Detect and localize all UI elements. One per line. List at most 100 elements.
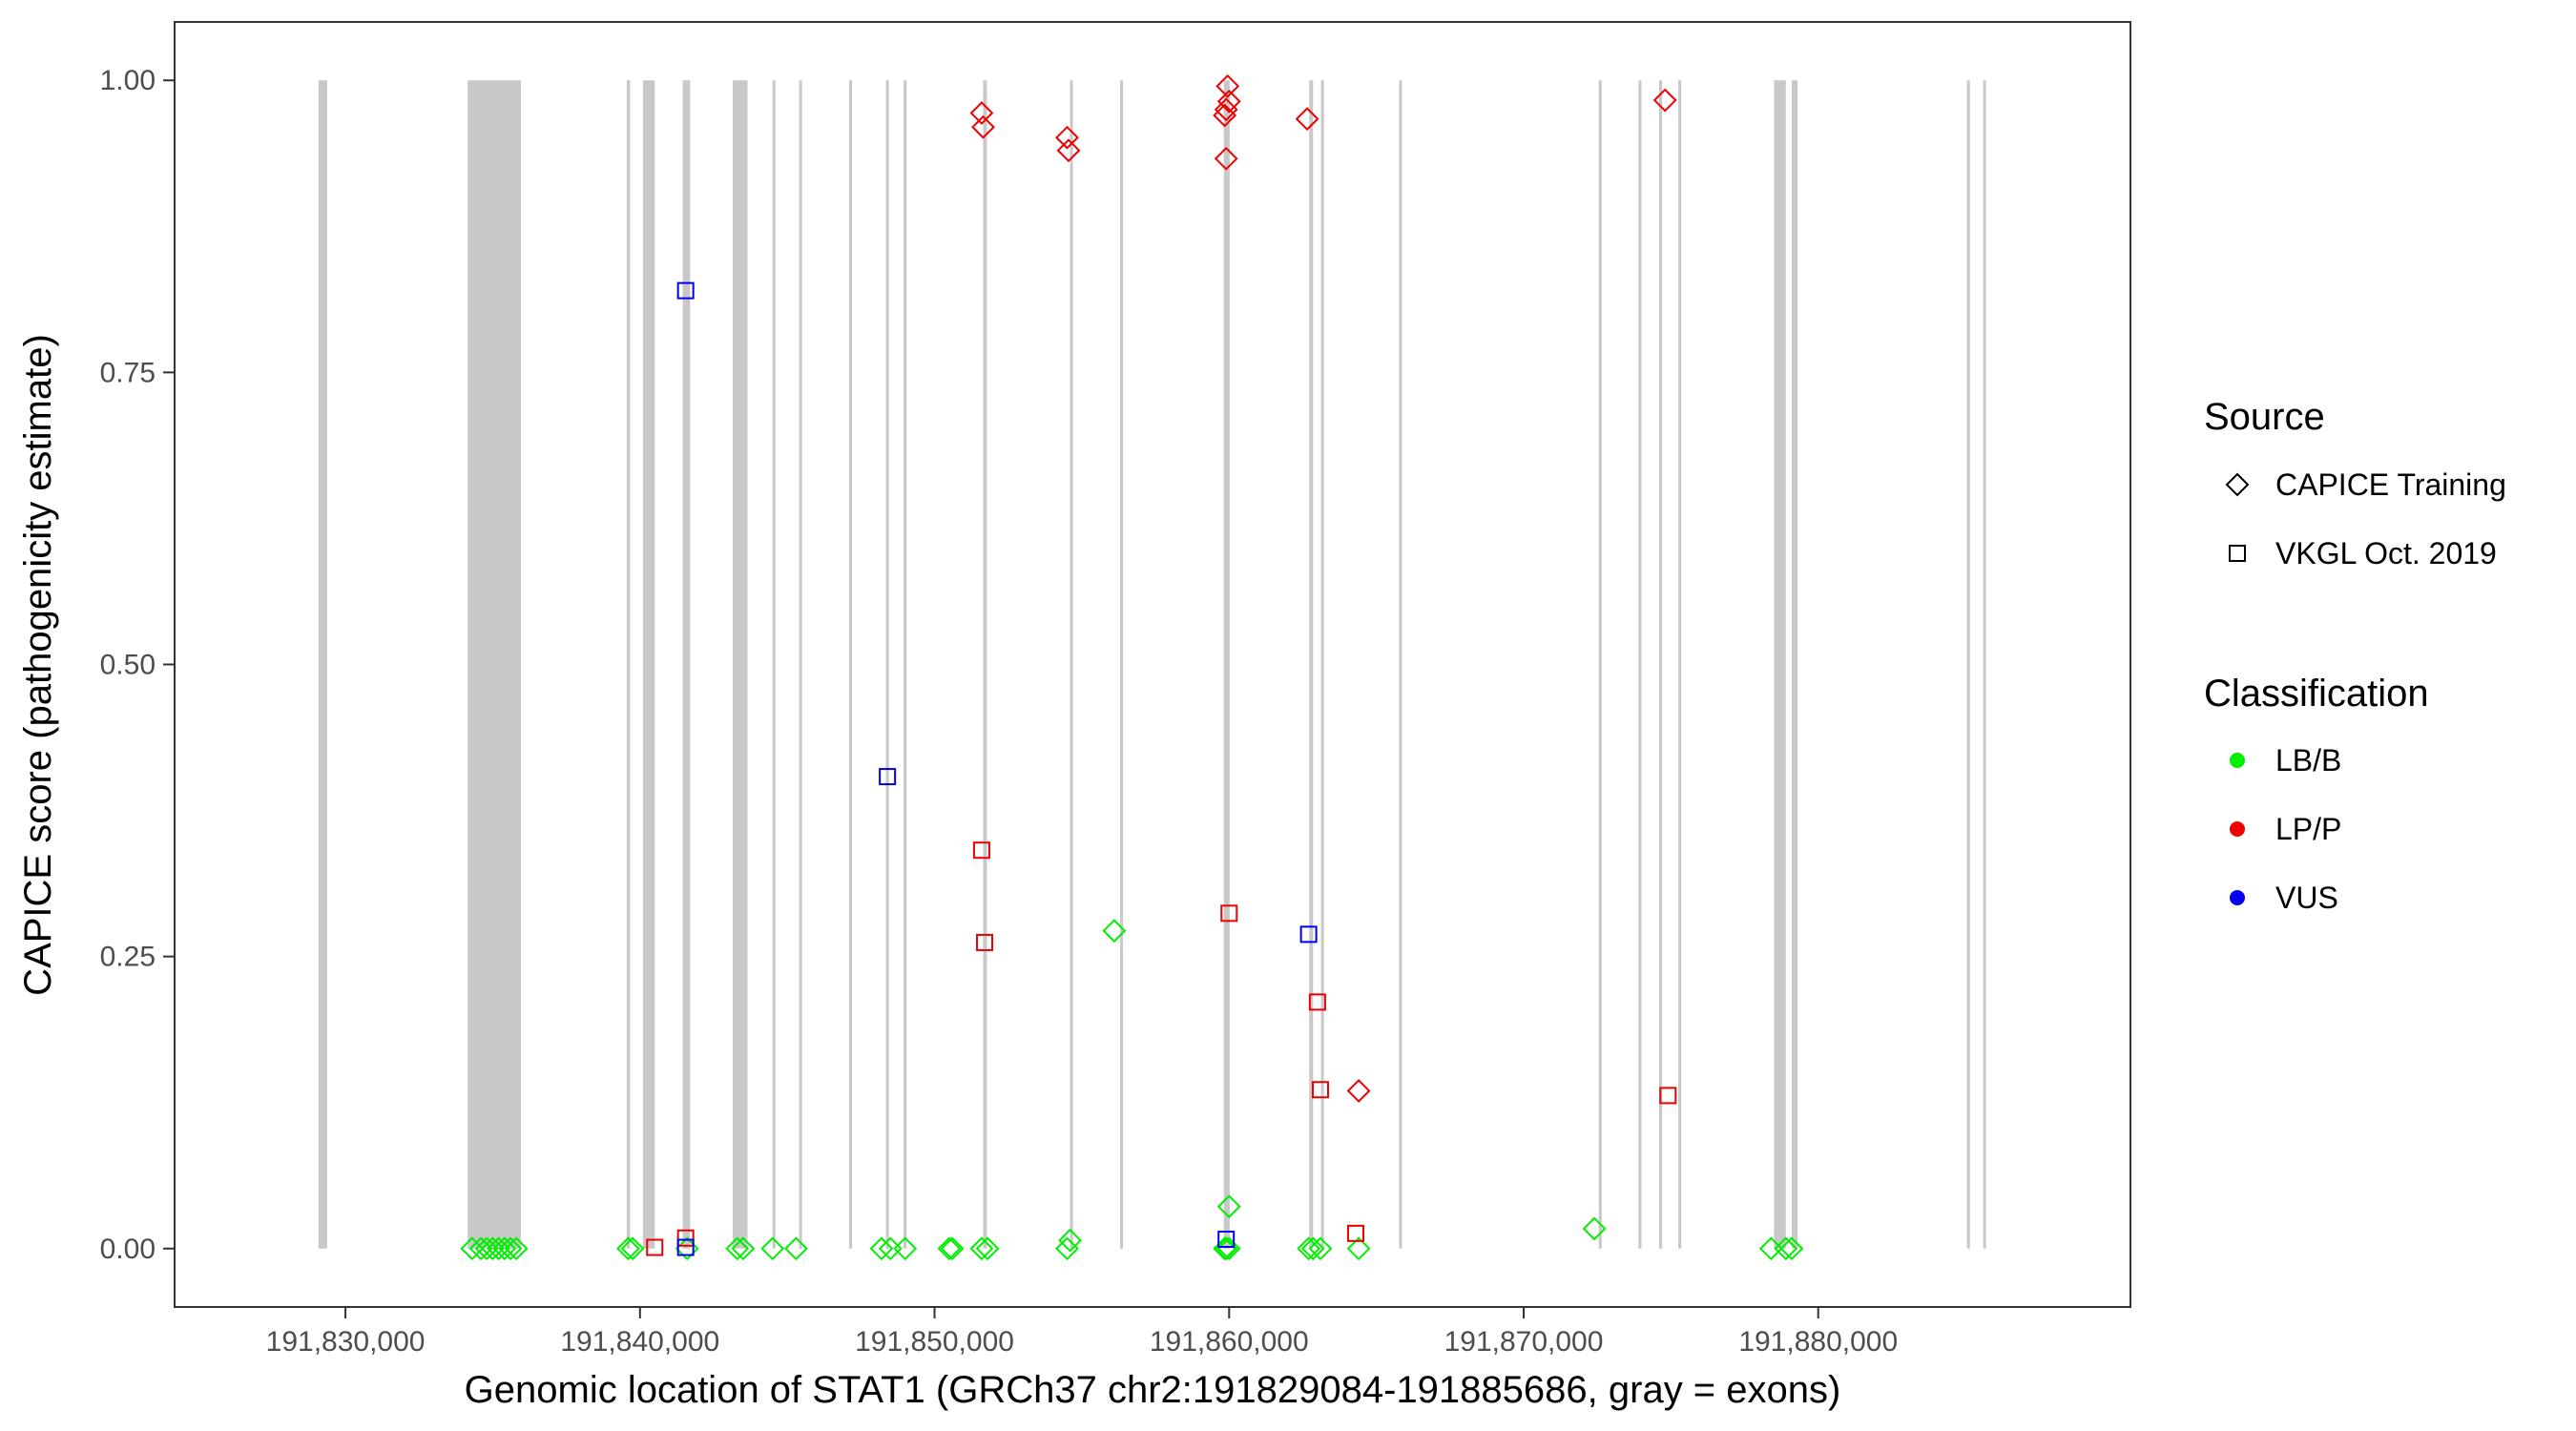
exon-band — [626, 80, 631, 1249]
exon-band — [772, 80, 776, 1249]
legend-classification-label: LB/B — [2275, 743, 2341, 778]
exon-band — [733, 80, 748, 1249]
capice-training-point — [1214, 146, 1238, 171]
x-tick-label: 191,840,000 — [560, 1326, 719, 1358]
capice-training-point — [940, 1236, 965, 1261]
vkgl-point — [1311, 1081, 1329, 1099]
exon-band — [885, 80, 889, 1249]
y-axis-title: CAPICE score (pathogenicity estimate) — [17, 334, 59, 996]
exon-band — [1598, 80, 1602, 1249]
vkgl-point — [976, 933, 994, 951]
x-tick-label: 191,880,000 — [1738, 1326, 1898, 1358]
capice-training-point — [1346, 1079, 1371, 1103]
legend-classification-label: LP/P — [2275, 812, 2341, 846]
capice-training-point — [1774, 1236, 1798, 1261]
legend-classification-title: Classification — [2204, 673, 2429, 715]
vkgl-point — [1220, 904, 1238, 923]
capice-training-point — [1056, 138, 1081, 163]
vkgl-point — [676, 1229, 695, 1247]
legend-classification-items: LB/B LP/P VUS — [2230, 743, 2341, 915]
exon-band — [849, 80, 853, 1249]
capice-training-point — [616, 1236, 640, 1261]
capice-training-point — [1297, 1236, 1321, 1261]
exon-band — [318, 80, 327, 1249]
legend-key-diamond-icon — [2225, 472, 2250, 497]
capice-training-point — [893, 1236, 918, 1261]
legend-key-dot-icon — [2230, 890, 2245, 905]
capice-training-point — [1346, 1236, 1371, 1261]
capice-training-point — [481, 1236, 505, 1261]
capice-training-point — [1216, 1194, 1241, 1219]
y-tick-label: 1.00 — [100, 65, 156, 96]
legend-key-square-icon — [2229, 545, 2246, 562]
capice-training-point — [1102, 919, 1127, 944]
exon-band — [642, 80, 655, 1249]
x-tick-label: 191,860,000 — [1150, 1326, 1309, 1358]
x-tick-label: 191,830,000 — [266, 1326, 426, 1358]
legend-key-dot-icon — [2230, 821, 2245, 837]
capice-training-point — [869, 1236, 894, 1261]
exon-band — [1120, 80, 1124, 1249]
capice-training-point — [620, 1236, 645, 1261]
capice-training-point — [1216, 1236, 1241, 1261]
capice-training-point — [492, 1236, 517, 1261]
exon-band — [1638, 80, 1642, 1249]
exon-band — [799, 80, 802, 1249]
x-axis: 191,830,000 191,840,000 191,850,000 191,860… — [266, 1307, 1898, 1358]
capice-training-point — [1058, 1228, 1082, 1253]
capice-training-point — [975, 1236, 1000, 1261]
capice-training-point — [731, 1236, 756, 1261]
exon-band — [467, 80, 522, 1249]
exon-band — [1983, 80, 1986, 1249]
capice-training-point — [468, 1236, 493, 1261]
vkgl-point — [646, 1238, 664, 1256]
capice-training-point — [937, 1236, 962, 1261]
capice-training-point — [1216, 89, 1241, 114]
y-tick-label: 0.50 — [100, 650, 156, 681]
vkgl-point — [676, 1238, 695, 1256]
vkgl-point — [1217, 1230, 1236, 1248]
y-tick-label: 0.00 — [100, 1234, 156, 1265]
capice-training-point — [1213, 103, 1237, 128]
vkgl-point — [676, 281, 695, 300]
exon-band — [1774, 80, 1786, 1249]
capice-training-point — [1779, 1236, 1804, 1261]
capice-training-point — [971, 114, 995, 139]
y-tick-label: 0.25 — [100, 942, 156, 973]
legend-source-title: Source — [2204, 396, 2325, 438]
capice-training-point — [474, 1236, 499, 1261]
capice-training-point — [487, 1236, 511, 1261]
legend-source-items: CAPICE Training VKGL Oct. 2019 — [2225, 467, 2506, 570]
vkgl-point — [1299, 925, 1318, 944]
capice-training-point — [760, 1236, 785, 1261]
capice-training-point — [504, 1236, 529, 1261]
exon-layer — [318, 80, 1986, 1249]
vkgl-point — [972, 841, 990, 860]
exon-band — [1399, 80, 1402, 1249]
legend: Source CAPICE Training VKGL Oct. 2019 Cla… — [2204, 396, 2506, 915]
capice-training-point — [498, 1236, 523, 1261]
exon-band — [1659, 80, 1663, 1249]
capice-training-point — [969, 101, 994, 125]
x-axis-title: Genomic location of STAT1 (GRCh37 chr2:1… — [465, 1369, 1841, 1411]
vkgl-point — [1347, 1224, 1365, 1242]
legend-key-dot-icon — [2230, 753, 2245, 768]
y-tick-label: 0.75 — [100, 357, 156, 388]
x-tick-label: 191,870,000 — [1444, 1326, 1604, 1358]
capice-training-point — [969, 1236, 994, 1261]
capice-training-point — [784, 1236, 808, 1261]
capice-training-point — [1582, 1216, 1607, 1241]
vkgl-point — [1308, 993, 1326, 1011]
exon-band — [1309, 80, 1314, 1249]
exon-band — [1223, 80, 1230, 1249]
capice-training-point — [1055, 1236, 1079, 1261]
capice-training-point — [725, 1236, 750, 1261]
exon-band — [682, 80, 691, 1249]
capice-training-point — [1295, 107, 1319, 132]
capice-training-point — [1300, 1236, 1325, 1261]
capice-training-point — [1215, 73, 1240, 98]
capice-training-point — [1214, 97, 1238, 122]
exon-band — [983, 80, 987, 1249]
exon-band — [1320, 80, 1324, 1249]
